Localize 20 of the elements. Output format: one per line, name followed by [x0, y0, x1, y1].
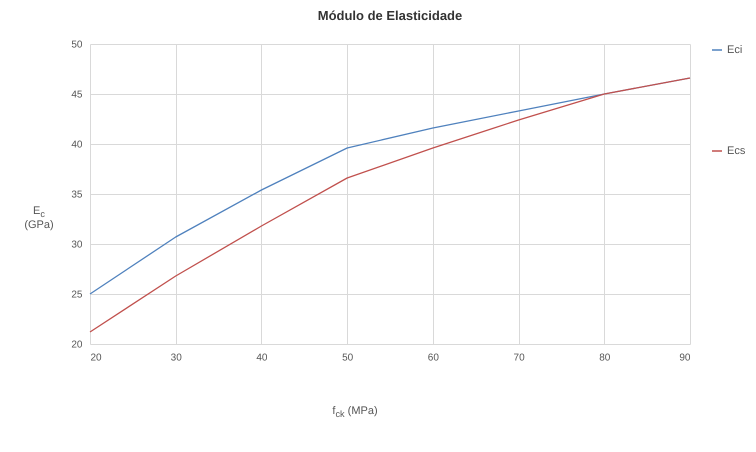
- x-tick-label: 30: [170, 352, 182, 364]
- chart-title: Módulo de Elasticidade: [318, 8, 462, 23]
- y-tick-label: 20: [71, 340, 83, 350]
- y-tick-label: 30: [71, 240, 83, 250]
- x-tick-label: 80: [599, 352, 611, 364]
- x-tick-label: 40: [256, 352, 268, 364]
- y-axis-title: E$_{c}$ (GPa): [23, 205, 55, 232]
- x-tick-label: 50: [342, 352, 354, 364]
- y-tick-label: 35: [71, 190, 83, 200]
- x-tick-label: 60: [428, 352, 440, 364]
- x-tick-label: 70: [514, 352, 526, 364]
- x-axis-title: f$_{ck}$ (MPa): [331, 405, 379, 420]
- y-tick-label: 40: [71, 140, 83, 150]
- x-tick-label: 90: [679, 352, 691, 364]
- y-tick-label: 45: [71, 90, 83, 100]
- y-tick-label: 25: [71, 290, 83, 300]
- y-tick-label: 50: [71, 40, 83, 50]
- legend-label: Eci: [727, 44, 742, 56]
- legend-label: Ecs: [727, 145, 746, 157]
- x-tick-label: 20: [90, 352, 102, 364]
